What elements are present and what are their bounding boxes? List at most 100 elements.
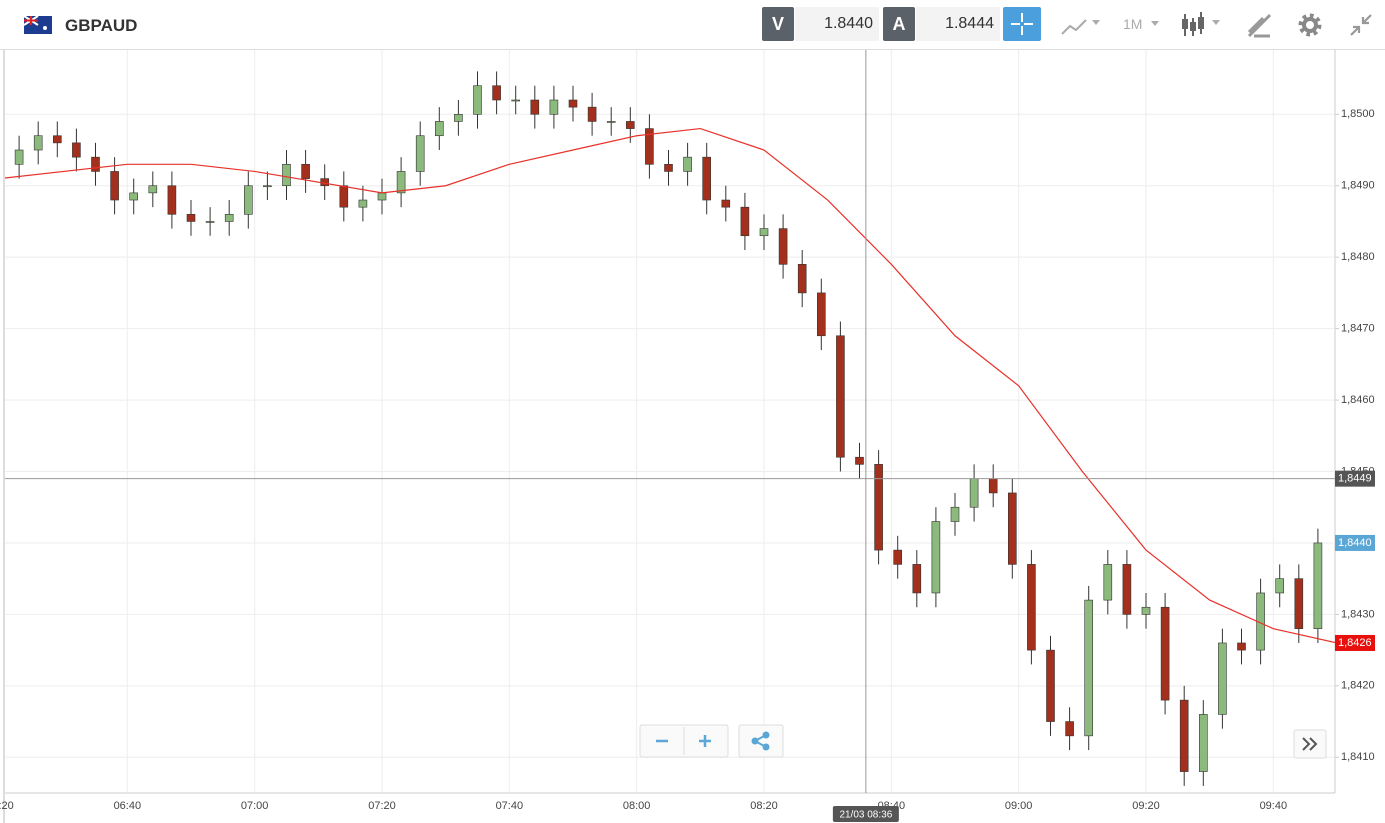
candle-body <box>492 85 501 101</box>
candle-body <box>625 121 635 129</box>
x-tick-label: 07:40 <box>496 800 524 812</box>
price-tag: 1,8440 <box>1338 537 1372 549</box>
candle-body <box>587 106 597 122</box>
buy-price[interactable]: 1.8444 <box>916 7 1000 41</box>
scroll-end[interactable] <box>1302 737 1318 751</box>
zoom-in[interactable] <box>699 735 711 747</box>
candle-body <box>186 214 196 222</box>
candle-body <box>244 185 253 215</box>
candle-body <box>816 292 826 337</box>
x-tick-label: 09:20 <box>1132 800 1160 812</box>
candle-body <box>931 521 941 594</box>
candle-body <box>1122 564 1132 615</box>
buy-label[interactable]: A <box>883 7 915 41</box>
candle-body <box>415 135 425 172</box>
candle-body <box>0 164 4 171</box>
candle-body <box>549 99 559 115</box>
x-tick-label: 09:40 <box>1260 800 1288 812</box>
price-tag-box <box>1335 634 1375 651</box>
candle-body <box>148 185 158 194</box>
candle-body <box>1179 699 1189 772</box>
candle-body <box>473 85 482 115</box>
sell-label[interactable]: V <box>762 7 794 41</box>
candle-body <box>912 564 922 594</box>
draw-button[interactable] <box>1246 10 1276 40</box>
y-tick-label: 1,8480 <box>1341 251 1375 263</box>
candle-body <box>110 171 119 201</box>
candle-body <box>1141 606 1151 615</box>
candle-button[interactable] <box>1180 10 1230 40</box>
y-axis: 1,84101,84201,84301,84401,84501,84601,84… <box>1335 108 1375 763</box>
candle-body <box>778 228 788 265</box>
price-tag: 1,8426 <box>1338 637 1372 649</box>
candle-body <box>33 135 43 151</box>
chart-type-button[interactable] <box>1060 10 1110 40</box>
candle-body <box>1007 492 1017 565</box>
candle-body <box>1313 542 1323 629</box>
candle-body <box>721 199 731 208</box>
crosshair-time-box <box>832 806 899 822</box>
candle-body <box>797 264 807 294</box>
candle-body <box>1103 564 1113 601</box>
crosshair-button[interactable] <box>1003 7 1041 41</box>
candle-body <box>1199 714 1208 772</box>
candle-body <box>606 121 616 123</box>
candle-body <box>988 478 998 494</box>
x-tick-label: 06:40 <box>114 800 142 812</box>
candle-body <box>568 99 578 108</box>
candle-body <box>91 156 100 172</box>
candle-body <box>434 121 444 137</box>
candle-body <box>301 164 310 179</box>
candle-body <box>645 128 654 165</box>
candle-body <box>855 456 864 465</box>
y-tick-label: 1,8420 <box>1341 680 1375 692</box>
candle-body <box>167 185 177 215</box>
candle-body <box>1237 642 1246 651</box>
candle-body <box>1084 599 1093 737</box>
x-axis: 06:2006:4007:0007:2007:4008:0008:2008:40… <box>0 800 1287 812</box>
price-tag-box <box>1335 534 1375 551</box>
candle-body <box>129 192 138 201</box>
x-tick-label: 06:20 <box>0 800 14 812</box>
fullscreen-button[interactable] <box>1346 10 1376 40</box>
candle-body <box>1294 578 1304 629</box>
candle-body <box>1275 578 1284 594</box>
candle-body <box>358 199 368 208</box>
candle-body <box>759 228 769 237</box>
moving-average <box>5 127 1335 644</box>
y-tick-label: 1,8430 <box>1341 608 1375 620</box>
x-tick-label: 09:00 <box>1005 800 1033 812</box>
timeframe[interactable]: 1M <box>1123 16 1143 32</box>
marks <box>0 50 1335 793</box>
candle-body <box>969 478 979 508</box>
share[interactable] <box>751 731 770 751</box>
candle-body <box>702 156 712 201</box>
candle-body <box>263 185 272 188</box>
y-tick-label: 1,8460 <box>1341 394 1375 406</box>
flag <box>24 16 52 34</box>
y-tick-label: 1,8410 <box>1341 751 1375 763</box>
candle-body <box>14 149 24 165</box>
candle-body <box>511 99 521 102</box>
x-tick-label: 07:00 <box>241 800 269 812</box>
candle-body <box>874 464 883 551</box>
candle-body <box>950 506 960 522</box>
x-tick-label: 08:00 <box>623 800 651 812</box>
candle-body <box>1065 721 1074 737</box>
x-tick-label: 07:20 <box>368 800 396 812</box>
candle-body <box>377 192 387 201</box>
settings-button[interactable] <box>1295 10 1325 40</box>
candle-body <box>740 206 750 237</box>
candle-body <box>396 171 406 194</box>
candle-body <box>664 164 673 172</box>
price-tag-box <box>1335 470 1375 487</box>
candle-body <box>530 99 540 115</box>
dropdown[interactable] <box>1150 20 1164 30</box>
candle-body <box>224 214 234 222</box>
candle-body <box>1160 606 1170 701</box>
candle-body <box>893 549 903 565</box>
candle-body <box>1046 649 1055 722</box>
sell-price[interactable]: 1.8440 <box>795 7 879 41</box>
